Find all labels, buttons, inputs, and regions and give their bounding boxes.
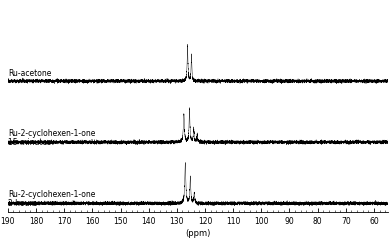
Text: Ru-2-cyclohexen-1-one: Ru-2-cyclohexen-1-one [8, 190, 95, 199]
Text: 15 minutes: 15 minutes [8, 138, 51, 147]
X-axis label: (ppm): (ppm) [185, 229, 211, 238]
Text: 2 hours: 2 hours [8, 199, 36, 208]
Text: Ru-acetone: Ru-acetone [8, 69, 51, 78]
Text: Ru-2-cyclohexen-1-one: Ru-2-cyclohexen-1-one [8, 129, 95, 138]
